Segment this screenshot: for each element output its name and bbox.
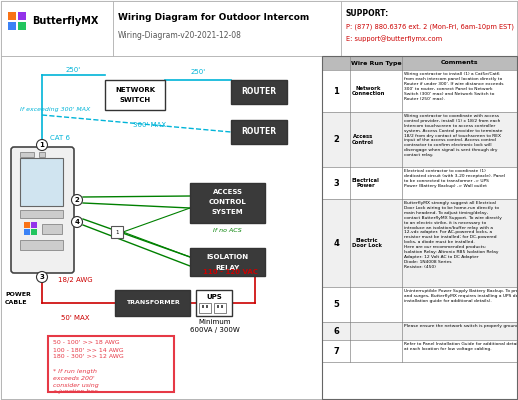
Text: 1: 1 [39, 142, 45, 148]
Bar [322, 56, 517, 70]
Text: 50' MAX: 50' MAX [61, 315, 89, 321]
Bar [322, 167, 517, 199]
Bar [20, 152, 34, 157]
Text: 300' MAX: 300' MAX [134, 122, 167, 128]
Bar [322, 199, 517, 287]
Bar [322, 112, 517, 167]
Text: 2: 2 [75, 197, 79, 203]
Text: * If run length: * If run length [53, 368, 97, 374]
Bar [115, 290, 190, 316]
Bar [196, 290, 232, 316]
Text: Wire Run Type: Wire Run Type [351, 60, 401, 66]
Bar [322, 70, 517, 112]
Bar [24, 222, 30, 228]
Bar [20, 158, 63, 206]
Text: NETWORK: NETWORK [115, 87, 155, 93]
Bar [18, 12, 26, 20]
Text: ButterflyMX: ButterflyMX [32, 16, 98, 26]
Text: 250': 250' [191, 69, 206, 75]
Text: Electric
Door Lock: Electric Door Lock [352, 238, 382, 248]
Bar [20, 210, 63, 218]
Text: Wiring-Diagram-v20-2021-12-08: Wiring-Diagram-v20-2021-12-08 [118, 32, 242, 40]
Bar [31, 222, 37, 228]
Bar [322, 340, 517, 362]
Text: If no ACS: If no ACS [213, 228, 242, 234]
Text: 600VA / 300W: 600VA / 300W [190, 327, 240, 333]
Bar [18, 22, 26, 30]
Bar [113, 1, 341, 56]
Bar [217, 305, 219, 308]
Text: P: (877) 880.6376 ext. 2 (Mon-Fri, 6am-10pm EST): P: (877) 880.6376 ext. 2 (Mon-Fri, 6am-1… [346, 24, 514, 30]
Text: 4: 4 [333, 238, 339, 248]
Text: Refer to Panel Installation Guide for additional details. Leave 6' service loop
: Refer to Panel Installation Guide for ad… [404, 342, 518, 351]
Text: CABLE: CABLE [5, 300, 27, 306]
Text: Please ensure the network switch is properly grounded.: Please ensure the network switch is prop… [404, 324, 518, 328]
Text: 1: 1 [115, 230, 119, 234]
Text: E: support@butterflymx.com: E: support@butterflymx.com [346, 36, 442, 42]
Circle shape [36, 140, 48, 150]
Bar [322, 287, 517, 322]
Bar [322, 56, 517, 399]
Text: a junction box: a junction box [53, 390, 98, 394]
Text: Comments: Comments [441, 60, 478, 66]
Text: 4: 4 [75, 219, 79, 225]
Text: 100 - 180' >> 14 AWG: 100 - 180' >> 14 AWG [53, 348, 124, 352]
Bar [221, 305, 223, 308]
Bar [214, 303, 226, 313]
Text: Access
Control: Access Control [352, 134, 374, 145]
Text: consider using: consider using [53, 382, 99, 388]
Bar [206, 305, 208, 308]
Bar [31, 229, 37, 235]
Text: 250': 250' [66, 67, 81, 73]
Bar [1, 56, 322, 399]
Text: 5: 5 [333, 300, 339, 309]
Text: Wiring contractor to install (1) a Cat5e/Cat6
from each intercom panel location : Wiring contractor to install (1) a Cat5e… [404, 72, 503, 100]
Text: Minimum: Minimum [199, 319, 231, 325]
Bar [322, 322, 517, 340]
Bar [190, 248, 265, 276]
Text: Uninterruptible Power Supply Battery Backup. To prevent voltage drops
and surges: Uninterruptible Power Supply Battery Bac… [404, 289, 518, 303]
Text: Wiring contractor to coordinate with access
control provider, install (1) x 18/2: Wiring contractor to coordinate with acc… [404, 114, 502, 157]
Circle shape [36, 272, 48, 282]
Text: 3: 3 [39, 274, 45, 280]
Text: Network
Connection: Network Connection [352, 86, 385, 96]
Text: ROUTER: ROUTER [241, 128, 277, 136]
Bar [231, 120, 287, 144]
Bar [1, 1, 113, 56]
Text: exceeds 200': exceeds 200' [53, 376, 95, 380]
Text: If exceeding 300' MAX: If exceeding 300' MAX [20, 108, 90, 112]
Bar [322, 56, 517, 399]
Text: ButterflyMX strongly suggest all Electrical
Door Lock wiring to be home-run dire: ButterflyMX strongly suggest all Electri… [404, 201, 502, 269]
Bar [105, 80, 165, 110]
Text: 50 - 100' >> 18 AWG: 50 - 100' >> 18 AWG [53, 340, 120, 346]
Bar [231, 80, 287, 104]
Text: Electrical contractor to coordinate (1)
dedicated circuit (with 3-20 receptacle): Electrical contractor to coordinate (1) … [404, 169, 505, 188]
Text: 1: 1 [333, 86, 339, 96]
Text: ACCESS: ACCESS [212, 189, 242, 195]
Bar [111, 226, 123, 238]
Text: 180 - 300' >> 12 AWG: 180 - 300' >> 12 AWG [53, 354, 124, 360]
Bar [20, 240, 63, 250]
Text: SWITCH: SWITCH [120, 97, 151, 103]
Circle shape [71, 216, 82, 228]
Text: CAT 6: CAT 6 [50, 135, 70, 141]
Text: 3: 3 [333, 178, 339, 188]
Bar [190, 183, 265, 223]
Circle shape [71, 194, 82, 206]
Text: RELAY: RELAY [215, 265, 240, 271]
Text: 7: 7 [333, 346, 339, 356]
Bar [199, 303, 211, 313]
Bar [202, 305, 204, 308]
Bar [341, 1, 517, 56]
Bar [8, 22, 16, 30]
Bar [48, 336, 174, 392]
Bar [1, 1, 517, 56]
Text: CONTROL: CONTROL [209, 199, 247, 205]
FancyBboxPatch shape [11, 147, 74, 273]
Text: POWER: POWER [5, 292, 31, 298]
Text: Wiring Diagram for Outdoor Intercom: Wiring Diagram for Outdoor Intercom [118, 14, 309, 22]
Text: 110 - 120 VAC: 110 - 120 VAC [203, 269, 257, 275]
Text: TRANSFORMER: TRANSFORMER [126, 300, 179, 306]
Bar [8, 12, 16, 20]
Text: UPS: UPS [206, 294, 222, 300]
